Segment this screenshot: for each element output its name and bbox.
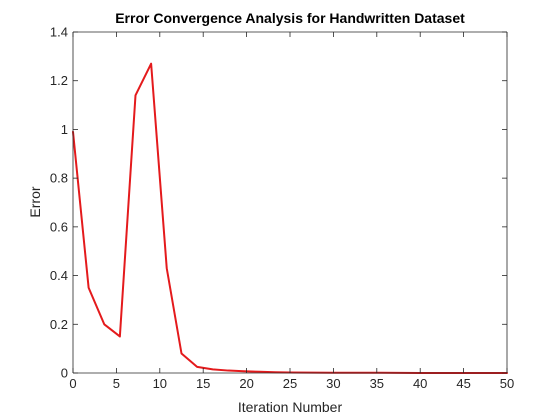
x-tick-label: 35 (370, 376, 384, 391)
x-tick-label: 25 (283, 376, 297, 391)
data-point (181, 353, 182, 354)
y-tick-label: 1.4 (50, 25, 68, 40)
x-tick-label: 10 (153, 376, 167, 391)
x-axis-label: Iteration Number (238, 399, 343, 415)
x-tick-label: 20 (239, 376, 253, 391)
data-point (228, 370, 229, 371)
y-tick-label: 0.2 (50, 317, 68, 332)
data-point (119, 336, 120, 337)
data-point (135, 95, 136, 96)
x-tick-label: 50 (500, 376, 514, 391)
x-tick-label: 30 (326, 376, 340, 391)
x-tick-label: 0 (69, 376, 76, 391)
y-tick-label: 0.8 (50, 171, 68, 186)
data-point (212, 369, 213, 370)
y-tick-label: 0.6 (50, 219, 68, 234)
y-tick-label: 1.2 (50, 73, 68, 88)
y-tick-label: 0.4 (50, 268, 68, 283)
data-point (197, 366, 198, 367)
y-tick-label: 1 (61, 122, 68, 137)
x-tick-label: 5 (113, 376, 120, 391)
x-tick-label: 45 (456, 376, 470, 391)
y-tick-label: 0 (61, 366, 68, 381)
data-point (88, 287, 89, 288)
x-tick-label: 15 (196, 376, 210, 391)
y-axis-label: Error (27, 186, 43, 217)
data-point (151, 63, 152, 64)
data-point (104, 324, 105, 325)
data-point (166, 268, 167, 269)
chart-title: Error Convergence Analysis for Handwritt… (115, 10, 465, 26)
plot-area (73, 32, 507, 373)
data-point (259, 371, 260, 372)
data-point (243, 371, 244, 372)
x-tick-label: 40 (413, 376, 427, 391)
